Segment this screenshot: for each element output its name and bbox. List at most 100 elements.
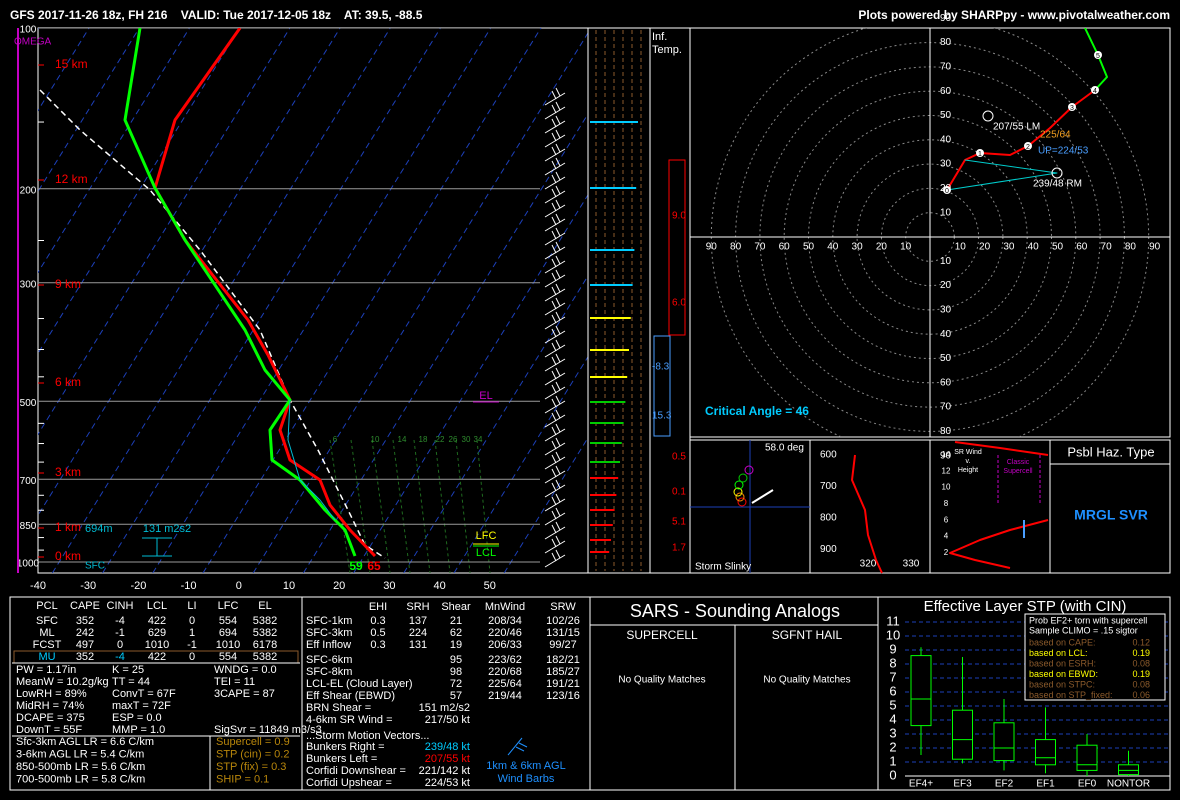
mixing-ratio-label: 18: [419, 435, 428, 444]
hodo-trace: [1084, 28, 1108, 91]
wind-barb: [555, 381, 561, 391]
parcel-cell: 0: [117, 639, 123, 651]
wind-barb: [551, 454, 557, 464]
parcel-cell: 629: [148, 627, 166, 639]
storm-motion: 207/55 kt: [425, 753, 470, 765]
mixing-ratio-line: [434, 439, 451, 573]
severe-param: Supercell = 0.9: [216, 736, 290, 748]
hodo-tick: 40: [1028, 242, 1040, 253]
kin-summary: 4-6km SR Wind =: [306, 714, 393, 726]
stp-category: NONTOR: [1107, 779, 1150, 790]
hodo-tick: 70: [940, 402, 952, 413]
storm-motion: 239/48 kt: [425, 741, 470, 753]
mixing-ratio-label: 26: [449, 435, 458, 444]
wind-barb: [555, 549, 561, 559]
wind-barb: [544, 204, 566, 218]
index: K = 25: [112, 664, 144, 676]
slinky-ring: [737, 497, 747, 507]
stp-ytick: 2: [889, 739, 896, 754]
wind-barb: [544, 442, 566, 456]
wind-barb: [555, 535, 561, 545]
wind-barb: [551, 524, 557, 534]
wind-barb: [555, 339, 561, 349]
height-label: 9 km: [55, 277, 81, 291]
hodo-tick: 40: [827, 242, 839, 253]
index: PW = 1.17in: [16, 664, 76, 676]
stp-ytick: 4: [889, 711, 896, 726]
index: WNDG = 0.0: [214, 664, 277, 676]
lapse-rate: 850-500mb LR = 5.6 C/km: [16, 761, 145, 773]
severe-param: SHIP = 0.1: [216, 773, 269, 785]
stp-box: [1035, 739, 1056, 766]
inftemp-box: [653, 335, 671, 437]
temperature-label: 30: [383, 580, 395, 592]
parcel-cell: 5382: [253, 651, 277, 663]
wind-barb: [551, 90, 557, 100]
wind-barb: [551, 216, 557, 226]
wind-barb: [551, 104, 557, 114]
stp-box: [1118, 764, 1139, 776]
wind-barb: [544, 120, 566, 134]
parcel-cell: -1: [115, 627, 125, 639]
kin-cell: SFC-6km: [306, 654, 352, 666]
wind-barb: [555, 283, 561, 293]
kin-cell: 208/34: [488, 615, 522, 627]
lapse-rate: 3-6km AGL LR = 5.4 C/km: [16, 748, 144, 760]
barb-caption: Wind Barbs: [498, 773, 555, 785]
wind-barb: [544, 148, 566, 162]
wind-barb: [555, 353, 561, 363]
wind-barb: [555, 409, 561, 419]
inftemp-value: 0.1: [672, 487, 686, 498]
wind-barb: [551, 146, 557, 156]
rm-label: 239/48 RM: [1033, 179, 1082, 190]
hazard-frame: [1049, 439, 1171, 574]
skewt-plot: [38, 28, 588, 573]
kin-cell: 57: [450, 690, 462, 702]
storm-motion: 221/142 kt: [419, 765, 470, 777]
wind-barb: [544, 344, 566, 358]
height-label: 1 km: [55, 520, 81, 534]
kin-cell: 131: [409, 639, 427, 651]
wind-barb: [551, 398, 557, 408]
mixing-ratio-line: [455, 439, 471, 573]
wind-barb: [555, 157, 561, 167]
hodo-point-label: 0: [945, 188, 949, 195]
wind-barb: [544, 400, 566, 414]
hazard-title: Psbl Haz. Type: [1067, 444, 1154, 459]
kin-cell: 191/21: [546, 678, 580, 690]
kin-summary: 217/50 kt: [425, 714, 470, 726]
hodo-tick: 80: [730, 242, 742, 253]
srwind-title: v.: [966, 458, 971, 465]
parcel-cell: 422: [148, 651, 166, 663]
wind-barb: [555, 101, 561, 111]
kin-cell: 225/64: [488, 678, 522, 690]
sfc-temperature: 65: [367, 559, 381, 573]
inftemp-value: -8.3: [652, 362, 670, 373]
wind-barb: [544, 414, 566, 428]
header-title: GFS 2017-11-26 18z, FH 216 VALID: Tue 20…: [10, 8, 423, 22]
slinky-ring: [733, 487, 743, 497]
index: LowRH = 89%: [16, 688, 87, 700]
index: MidRH = 74%: [16, 700, 84, 712]
hodo-tick: 60: [779, 242, 791, 253]
parcel-cell: 1010: [145, 639, 169, 651]
stp-legend: [1024, 613, 1166, 701]
parcel-cell: -4: [115, 651, 125, 663]
parcel-cell: ML: [39, 627, 54, 639]
storm-motion: Bunkers Right =: [306, 741, 385, 753]
stp-category: EF2: [995, 779, 1014, 790]
kin-summary: BRN Shear =: [306, 702, 371, 714]
slinky-ring: [738, 473, 748, 483]
kin-cell: 185/27: [546, 666, 580, 678]
wind-barb: [544, 316, 566, 330]
el-label: EL: [479, 390, 492, 402]
stp-ytick: 9: [889, 641, 896, 656]
kin-cell: 123/16: [546, 690, 580, 702]
kin-header: SRH: [406, 601, 429, 613]
wind-barb: [555, 241, 561, 251]
hodo-point: [976, 149, 984, 157]
temperature-label: 20: [333, 580, 345, 592]
inftemp-value: 0.5: [672, 452, 686, 463]
wind-barb: [544, 274, 566, 288]
